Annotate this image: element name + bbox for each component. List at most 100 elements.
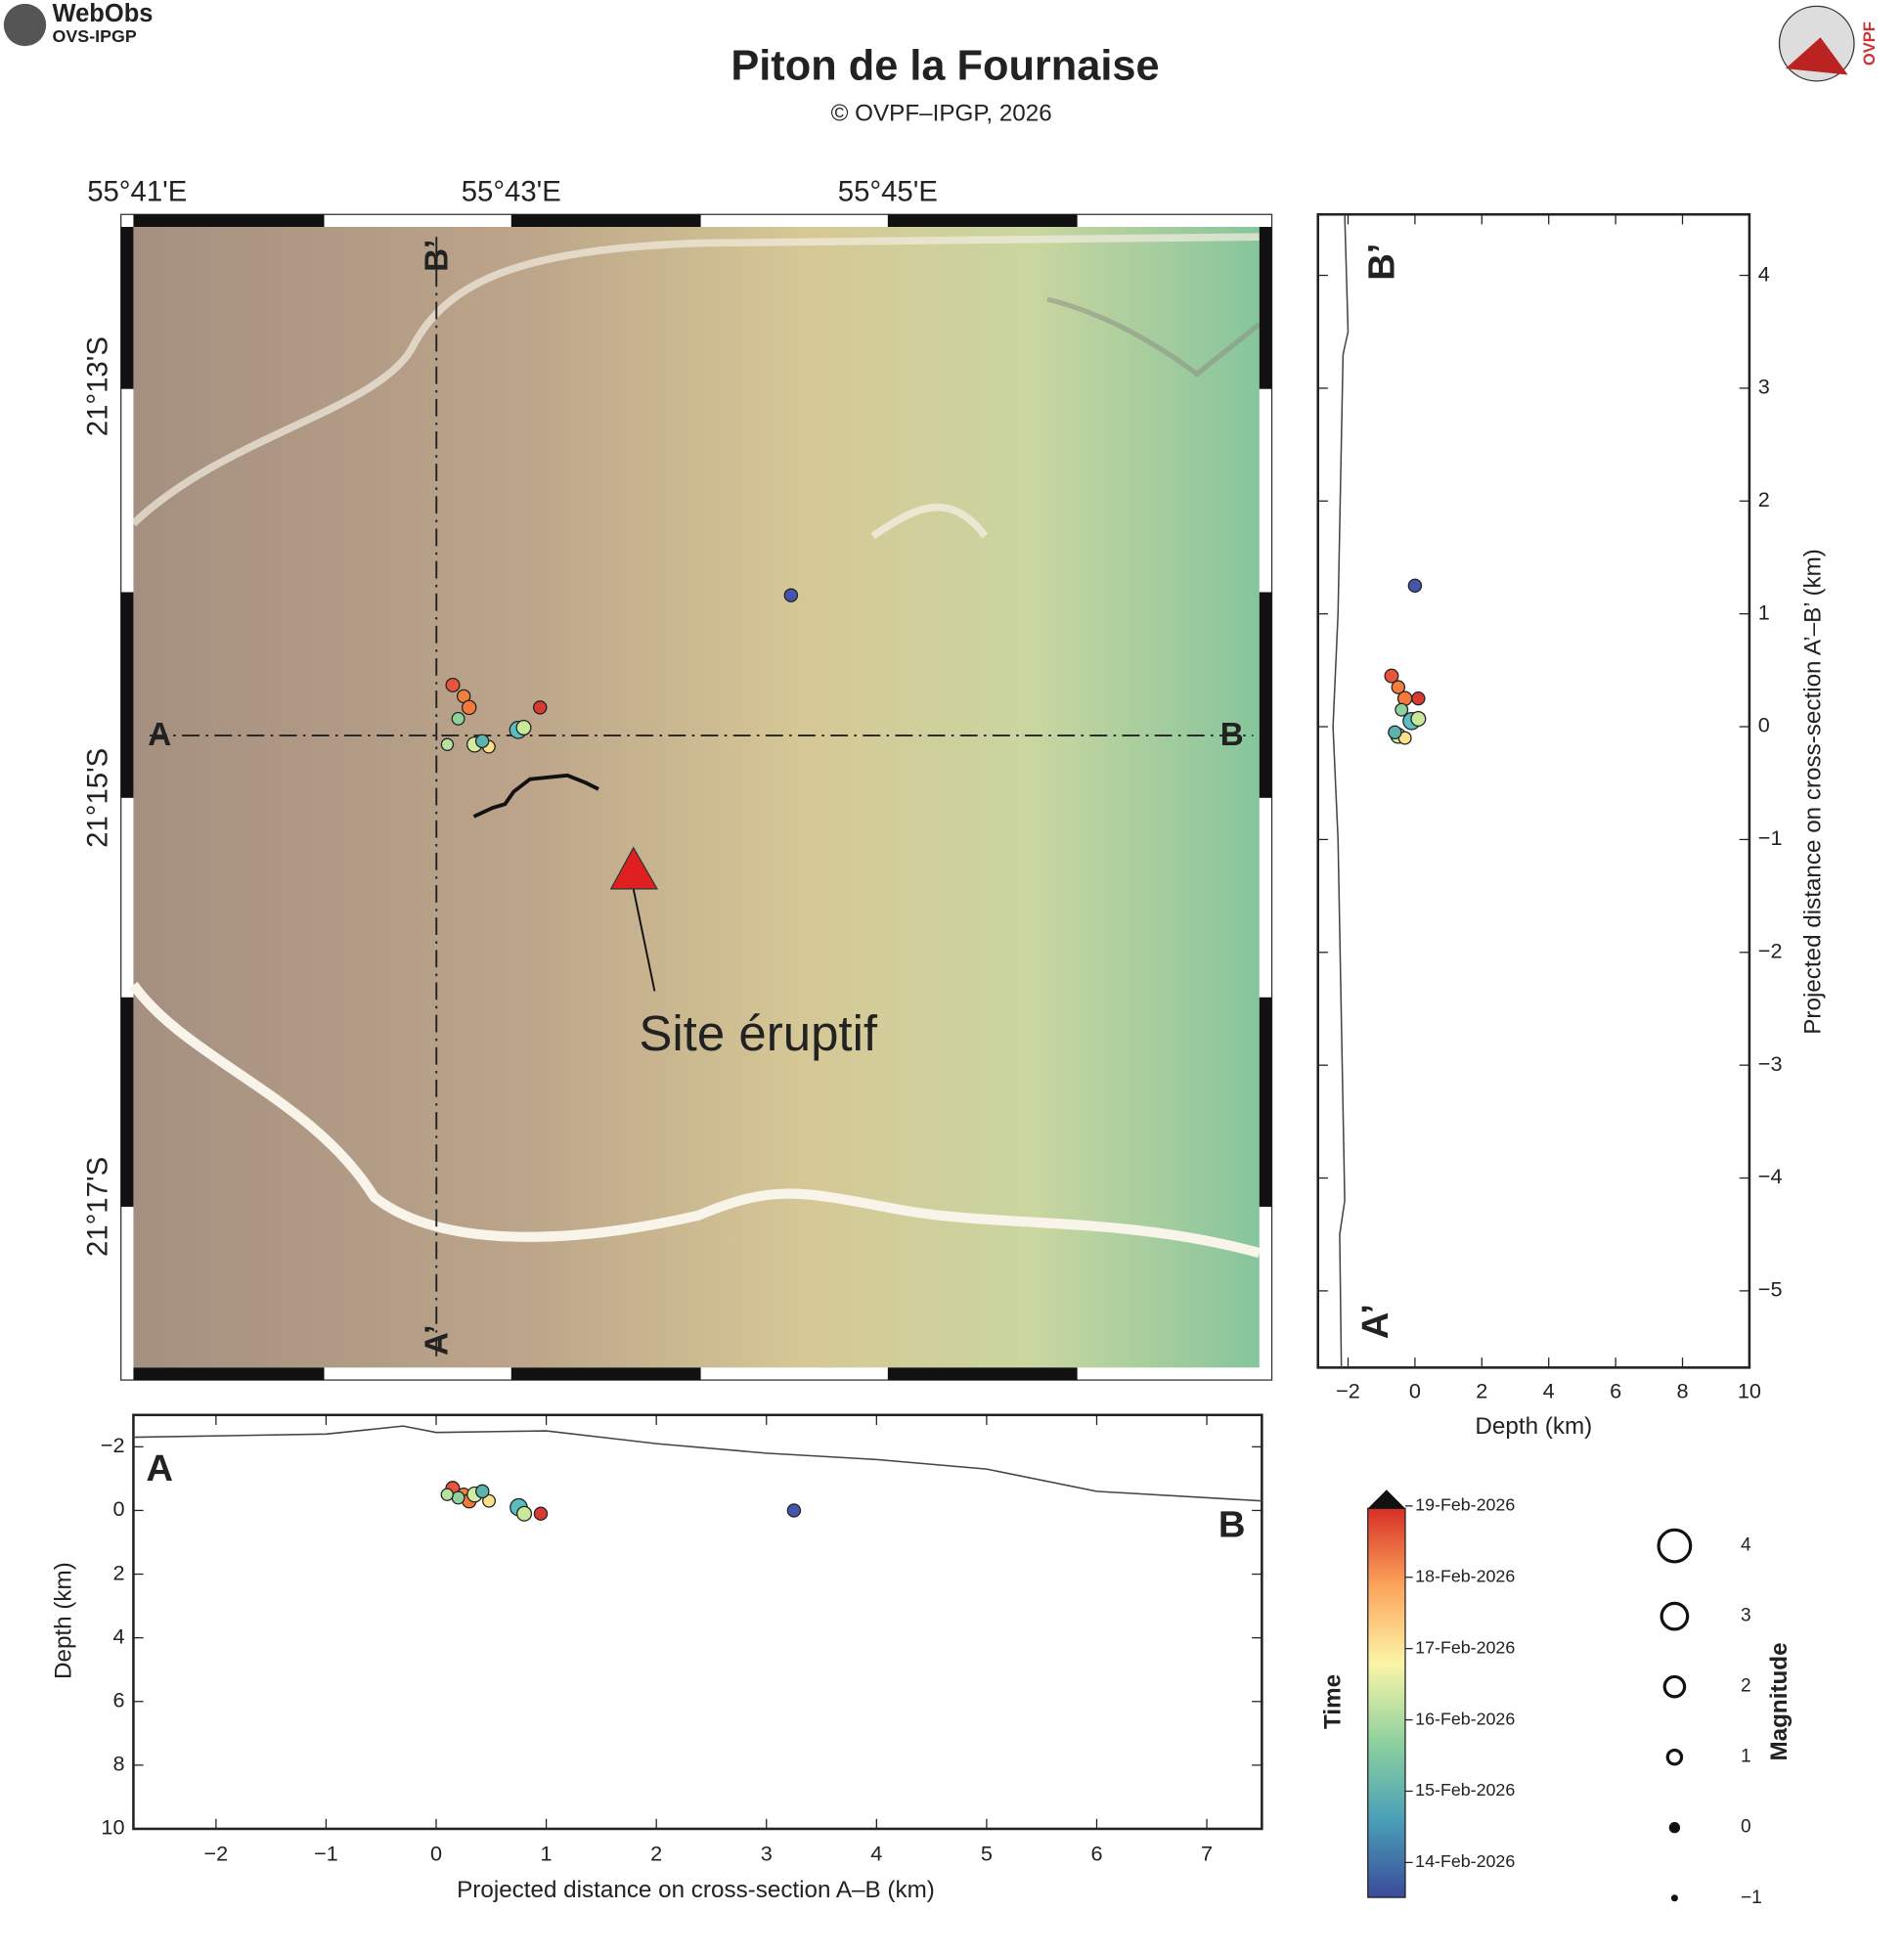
section-ab-frame (132, 1413, 1263, 1831)
colorbar-tick-label: 18-Feb-2026 (1415, 1566, 1515, 1585)
y-tick-label: 4 (1758, 261, 1770, 286)
x-tick-label: 0 (1409, 1379, 1421, 1403)
y-tick-label: 0 (112, 1496, 124, 1521)
legend-title: Time (1320, 1674, 1347, 1729)
section-label: A (148, 717, 171, 753)
colorbar (1367, 1507, 1406, 1898)
event (440, 1488, 454, 1501)
logo-text: OVS-IPGP (53, 26, 137, 46)
section-label: A (146, 1447, 173, 1489)
event (783, 588, 799, 602)
subtitle: © OVPF–IPGP, 2026 (831, 101, 1052, 127)
y-tick-label: −2 (101, 1433, 125, 1457)
event (451, 1490, 465, 1505)
magnitude-label: 3 (1741, 1606, 1751, 1626)
magnitude-label: 0 (1741, 1817, 1751, 1838)
x-tick-label: 4 (1543, 1379, 1555, 1403)
y-tick-label: 8 (112, 1752, 124, 1776)
event (1384, 668, 1399, 684)
colorbar-cap (1367, 1489, 1405, 1509)
section-ab2-frame (1316, 212, 1751, 1369)
y-tick-label: −5 (1758, 1277, 1783, 1302)
logo-text: WebObs (53, 0, 154, 27)
y-tick-label: 3 (1758, 375, 1770, 399)
x-tick-label: 0 (430, 1841, 442, 1865)
event (516, 1505, 533, 1522)
event (440, 737, 455, 751)
lat-label: 21°13'S (82, 336, 114, 436)
logo-icon (3, 3, 47, 47)
x-axis-label: Projected distance on cross-section A–B … (457, 1877, 935, 1903)
y-tick-label: 2 (1758, 487, 1770, 511)
magnitude-symbol (1670, 1894, 1678, 1902)
ridge (130, 233, 1260, 527)
colorbar-tick-label: 17-Feb-2026 (1415, 1637, 1515, 1657)
lon-label: 55°41'E (87, 175, 187, 207)
lon-label: 55°43'E (462, 175, 561, 207)
event (533, 1506, 549, 1521)
x-tick-label: 6 (1090, 1841, 1102, 1865)
x-tick-label: −1 (314, 1841, 338, 1865)
event (1391, 680, 1406, 694)
magnitude-symbol (1662, 1674, 1687, 1699)
magnitude-label: 1 (1741, 1747, 1751, 1767)
event (1407, 578, 1423, 594)
logo-right-text: OVPF (1860, 22, 1879, 66)
y-tick-label: 2 (112, 1560, 124, 1584)
event (786, 1503, 802, 1518)
x-tick-label: 3 (761, 1841, 773, 1865)
x-tick-label: 2 (650, 1841, 662, 1865)
x-tick-label: 6 (1610, 1379, 1621, 1403)
annotation-arrow (632, 888, 656, 992)
x-tick-label: 5 (981, 1841, 993, 1865)
x-tick-label: 2 (1476, 1379, 1487, 1403)
magnitude-label: −1 (1741, 1888, 1762, 1908)
y-tick-label: −3 (1758, 1051, 1783, 1076)
section-label: B (1218, 1504, 1246, 1546)
event (451, 711, 465, 726)
x-tick-label: −2 (204, 1841, 229, 1865)
event (1410, 710, 1427, 727)
x-tick-label: 10 (1738, 1379, 1761, 1403)
section-label: B (1220, 717, 1244, 753)
event (445, 677, 461, 692)
section-label: A’ (1354, 1304, 1396, 1339)
lat-label: 21°17'S (82, 1157, 114, 1257)
y-tick-label: 0 (1758, 713, 1770, 737)
y-tick-label: 1 (1758, 600, 1770, 624)
event (474, 734, 490, 749)
y-tick-label: 6 (112, 1687, 124, 1712)
eruptive-site (609, 846, 659, 890)
event (515, 720, 532, 736)
topo-profile (1332, 214, 1350, 1368)
y-tick-label: −2 (1758, 938, 1783, 962)
annotation: Site éruptif (639, 1005, 878, 1061)
lat-label: 21°15'S (82, 748, 114, 848)
section-label: A’ (420, 1325, 456, 1356)
y-tick-label: −1 (1758, 825, 1783, 850)
event (1411, 690, 1426, 706)
topo-profile (133, 1425, 1262, 1502)
title: Piton de la Fournaise (731, 43, 1159, 90)
event (1395, 702, 1409, 717)
x-tick-label: 8 (1676, 1379, 1688, 1403)
eruptive-fissure (472, 773, 599, 819)
x-tick-label: −2 (1336, 1379, 1360, 1403)
ridge (129, 982, 1262, 1258)
ridge (870, 504, 989, 540)
frame-pattern (120, 214, 1272, 1381)
event (533, 700, 548, 715)
event (475, 1484, 490, 1499)
colorbar-tick-label: 19-Feb-2026 (1415, 1495, 1515, 1515)
x-tick-label: 7 (1201, 1841, 1213, 1865)
y-axis-label: Projected distance on cross-section A’–B… (1800, 549, 1827, 1035)
x-tick-label: 4 (870, 1841, 882, 1865)
legend-title: Magnitude (1766, 1642, 1793, 1760)
y-tick-label: 4 (112, 1623, 124, 1648)
magnitude-label: 2 (1741, 1676, 1751, 1697)
event (482, 1493, 497, 1508)
magnitude-symbol (1657, 1528, 1693, 1564)
colorbar-tick-label: 16-Feb-2026 (1415, 1709, 1515, 1728)
magnitude-symbol (1665, 1748, 1684, 1766)
